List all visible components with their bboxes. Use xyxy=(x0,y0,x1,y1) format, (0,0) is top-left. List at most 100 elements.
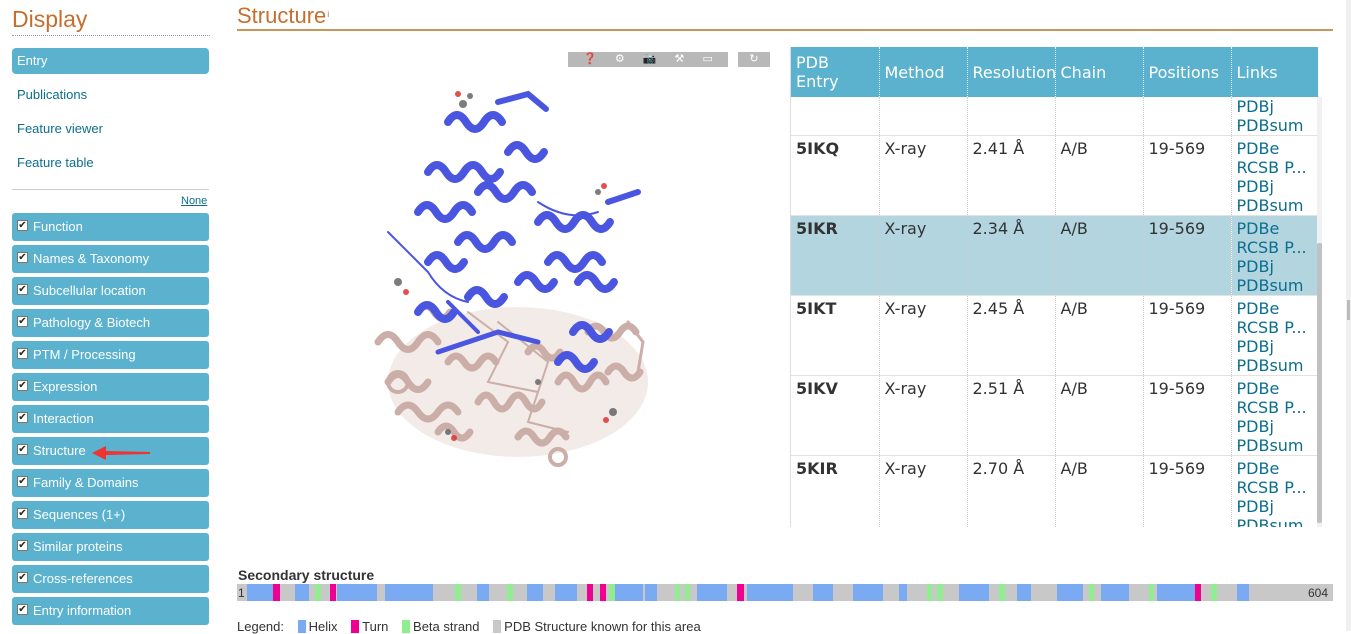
header-positions[interactable]: Positions xyxy=(1143,47,1232,97)
chain-cell: A/B xyxy=(1055,295,1144,376)
link-pdbsum[interactable]: PDBsum xyxy=(1236,116,1304,135)
link-pdbj[interactable]: PDBj xyxy=(1236,257,1274,276)
checkbox-icon[interactable]: ✔ xyxy=(17,540,28,551)
link-pdbsum[interactable]: PDBsum xyxy=(1236,356,1304,375)
link-rcsb[interactable]: RCSB P... xyxy=(1236,318,1307,337)
table-scrollbar-thumb[interactable] xyxy=(1317,243,1322,523)
checkbox-icon[interactable]: ✔ xyxy=(17,604,28,615)
nav-entry[interactable]: Entry xyxy=(12,48,209,74)
ss-strand-segment xyxy=(1211,584,1217,601)
header-method[interactable]: Method xyxy=(879,47,968,97)
table-row-selected[interactable]: 5IKR X-ray 2.34 Å A/B 19-569 PDBe RCSB P… xyxy=(791,215,1319,296)
section-entry-information[interactable]: ✔ Entry information xyxy=(12,597,209,625)
secondary-structure-bar[interactable] xyxy=(237,584,1333,601)
table-row[interactable]: PDBj PDBsum xyxy=(791,97,1319,136)
link-pdbe[interactable]: PDBe xyxy=(1236,139,1280,158)
section-expression[interactable]: ✔ Expression xyxy=(12,373,209,401)
link-rcsb[interactable]: RCSB P... xyxy=(1236,398,1307,417)
section-subcellular-location[interactable]: ✔ Subcellular location xyxy=(12,277,209,305)
section-function[interactable]: ✔ Function xyxy=(12,213,209,241)
section-label: PTM / Processing xyxy=(33,347,136,362)
nav-divider xyxy=(12,189,209,190)
link-pdbsum[interactable]: PDBsum xyxy=(1236,276,1304,295)
ss-helix-segment xyxy=(959,584,989,601)
links-cell: PDBe RCSB P... PDBj PDBsum xyxy=(1231,295,1319,376)
help-icon[interactable]: ❓ xyxy=(583,53,597,65)
checkbox-icon[interactable]: ✔ xyxy=(17,412,28,423)
link-rcsb[interactable]: RCSB P... xyxy=(1236,238,1307,257)
checkbox-icon[interactable]: ✔ xyxy=(17,476,28,487)
link-pdbe[interactable]: PDBe xyxy=(1236,379,1280,398)
ss-end-position: 604 xyxy=(1308,586,1329,600)
info-icon[interactable]: i xyxy=(327,8,330,19)
link-pdbsum[interactable]: PDBsum xyxy=(1236,516,1304,527)
ss-strand-segment xyxy=(455,584,461,601)
section-sequences[interactable]: ✔ Sequences (1+) xyxy=(12,501,209,529)
method-cell: X-ray xyxy=(879,215,968,296)
protein-3d-viewer[interactable] xyxy=(358,82,668,482)
camera-icon[interactable]: 📷 xyxy=(642,53,657,65)
link-pdbj[interactable]: PDBj xyxy=(1236,417,1274,436)
link-pdbj[interactable]: PDBj xyxy=(1236,97,1274,116)
link-pdbj[interactable]: PDBj xyxy=(1236,337,1274,356)
settings-icon[interactable]: ⚙ xyxy=(614,53,625,65)
link-pdbe[interactable]: PDBe xyxy=(1236,299,1280,318)
section-similar-proteins[interactable]: ✔ Similar proteins xyxy=(12,533,209,561)
section-ptm-processing[interactable]: ✔ PTM / Processing xyxy=(12,341,209,369)
section-structure[interactable]: ✔ Structure xyxy=(12,437,209,465)
ss-strand-segment xyxy=(927,584,932,601)
header-pdb-entry[interactable]: PDB Entry xyxy=(791,47,880,97)
reset-view-icon[interactable]: ↻ xyxy=(738,52,770,67)
link-pdbsum[interactable]: PDBsum xyxy=(1236,436,1304,455)
nav-publications[interactable]: Publications xyxy=(17,87,88,102)
checkbox-icon[interactable]: ✔ xyxy=(17,380,28,391)
checkbox-icon[interactable]: ✔ xyxy=(17,444,28,455)
link-pdbj[interactable]: PDBj xyxy=(1236,177,1274,196)
pdb-entry-id: 5KIR xyxy=(791,455,880,527)
header-resolution[interactable]: Resolution xyxy=(967,47,1056,97)
checkbox-icon[interactable]: ✔ xyxy=(17,508,28,519)
legend-label: Legend: xyxy=(237,619,284,634)
checkbox-icon[interactable]: ✔ xyxy=(17,252,28,263)
section-label: Structure xyxy=(33,443,86,458)
checkbox-icon[interactable]: ✔ xyxy=(17,348,28,359)
fullscreen-icon[interactable]: ▭ xyxy=(702,53,713,65)
legend-turn-label: Turn xyxy=(362,619,389,634)
header-links[interactable]: Links xyxy=(1231,47,1319,97)
checkbox-icon[interactable]: ✔ xyxy=(17,220,28,231)
ligand-icon xyxy=(394,91,617,441)
header-chain[interactable]: Chain xyxy=(1055,47,1144,97)
section-interaction[interactable]: ✔ Interaction xyxy=(12,405,209,433)
legend-swatch-helix xyxy=(297,620,306,633)
tools-icon[interactable]: ⚒ xyxy=(674,53,685,65)
section-cross-references[interactable]: ✔ Cross-references xyxy=(12,565,209,593)
ss-start-position: 1 xyxy=(238,586,245,600)
link-pdbe[interactable]: PDBe xyxy=(1236,459,1280,478)
section-label: Similar proteins xyxy=(33,539,123,554)
link-pdbe[interactable]: PDBe xyxy=(1236,219,1280,238)
nav-feature-viewer[interactable]: Feature viewer xyxy=(17,121,103,136)
pdb-entry-id: 5IKQ xyxy=(791,135,880,216)
link-rcsb[interactable]: RCSB P... xyxy=(1236,478,1307,497)
table-row[interactable]: 5IKT X-ray 2.45 Å A/B 19-569 PDBe RCSB P… xyxy=(791,295,1319,376)
section-pathology-biotech[interactable]: ✔ Pathology & Biotech xyxy=(12,309,209,337)
link-pdbj[interactable]: PDBj xyxy=(1236,497,1274,516)
ss-turn-segment xyxy=(273,584,280,601)
checkbox-icon[interactable]: ✔ xyxy=(17,572,28,583)
section-family-domains[interactable]: ✔ Family & Domains xyxy=(12,469,209,497)
checkbox-icon[interactable]: ✔ xyxy=(17,316,28,327)
sidebar-title: Display xyxy=(12,6,210,36)
table-row[interactable]: 5IKV X-ray 2.51 Å A/B 19-569 PDBe RCSB P… xyxy=(791,375,1319,456)
red-arrow-icon xyxy=(92,446,150,460)
none-link[interactable]: None xyxy=(181,195,208,207)
chain-cell: A/B xyxy=(1055,215,1144,296)
table-row[interactable]: 5KIR X-ray 2.70 Å A/B 19-569 PDBe RCSB P… xyxy=(791,455,1319,527)
pdb-entries-table[interactable]: PDB Entry Method Resolution Chain Positi… xyxy=(790,47,1322,527)
nav-feature-table[interactable]: Feature table xyxy=(17,155,94,170)
link-pdbsum[interactable]: PDBsum xyxy=(1236,196,1304,215)
page-scrollbar-thumb[interactable] xyxy=(1347,300,1350,320)
table-row[interactable]: 5IKQ X-ray 2.41 Å A/B 19-569 PDBe RCSB P… xyxy=(791,135,1319,216)
link-rcsb[interactable]: RCSB P... xyxy=(1236,158,1307,177)
checkbox-icon[interactable]: ✔ xyxy=(17,284,28,295)
section-names-taxonomy[interactable]: ✔ Names & Taxonomy xyxy=(12,245,209,273)
